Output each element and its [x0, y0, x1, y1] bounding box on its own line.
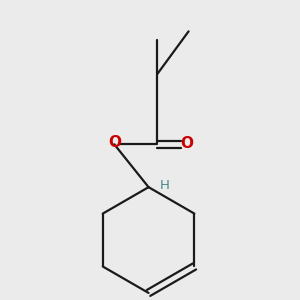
Text: H: H [159, 179, 169, 192]
Text: O: O [108, 135, 121, 150]
Text: O: O [181, 136, 194, 151]
